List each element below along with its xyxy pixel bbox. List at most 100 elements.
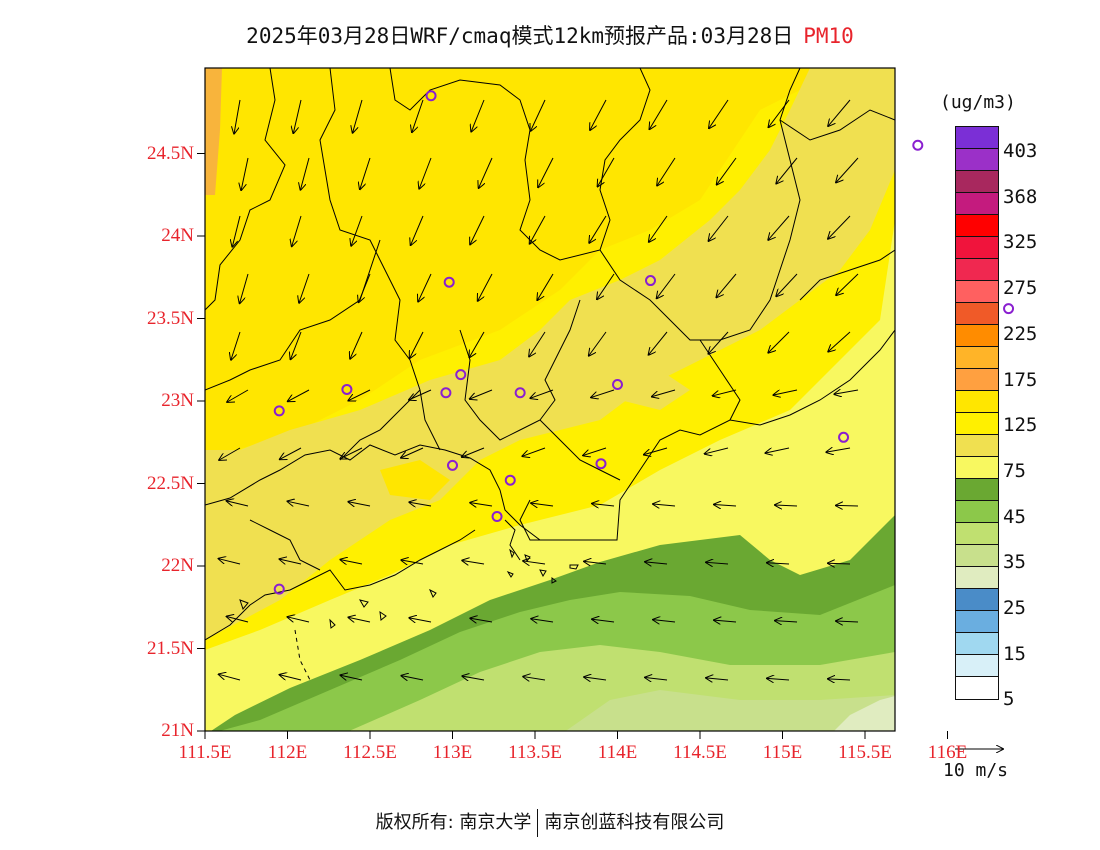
wind-arrow bbox=[531, 619, 554, 622]
legend-label: 125 bbox=[1003, 414, 1038, 437]
wind-arrow bbox=[649, 215, 668, 242]
wind-arrow bbox=[351, 215, 363, 246]
legend-swatch bbox=[956, 193, 998, 215]
wind-arrow bbox=[288, 501, 310, 506]
wind-arrow bbox=[353, 99, 363, 133]
wind-arrow bbox=[401, 447, 424, 458]
wind-arrow bbox=[410, 331, 424, 358]
wind-arrow bbox=[419, 157, 432, 189]
wind-arrow bbox=[836, 505, 859, 506]
legend-swatch bbox=[956, 545, 998, 567]
lon-label: 114.5E bbox=[673, 742, 727, 763]
wind-arrow bbox=[775, 505, 798, 506]
wind-arrow bbox=[584, 677, 607, 680]
wind-arrow bbox=[714, 505, 737, 506]
wind-arrow bbox=[592, 619, 615, 622]
station-marker bbox=[912, 139, 924, 151]
station-marker bbox=[447, 459, 458, 471]
legend-swatch bbox=[956, 391, 998, 413]
color-legend bbox=[955, 126, 999, 700]
wind-arrow bbox=[280, 447, 302, 459]
wind-arrow bbox=[714, 620, 737, 622]
legend-swatch bbox=[956, 655, 998, 677]
legend-label: 403 bbox=[1003, 140, 1038, 162]
wind-arrow bbox=[538, 157, 554, 187]
wind-arrow bbox=[412, 99, 424, 132]
station-marker bbox=[443, 276, 455, 288]
legend-label: 225 bbox=[1003, 322, 1038, 345]
wind-arrow bbox=[653, 620, 676, 622]
wind-arrow bbox=[301, 157, 310, 190]
station-marker bbox=[504, 474, 516, 486]
wind-arrow bbox=[234, 99, 241, 133]
station-marker bbox=[1003, 303, 1015, 315]
copyright-footer: 版权所有: 南京大学 南京创蓝科技有限公司 bbox=[0, 808, 1100, 837]
wind-arrow bbox=[768, 215, 790, 240]
wind-arrow bbox=[769, 99, 790, 127]
wind-arrow bbox=[360, 157, 371, 189]
legend-swatch bbox=[956, 435, 998, 457]
legend-swatch bbox=[956, 611, 998, 633]
station-marker bbox=[595, 458, 607, 470]
legend-label: 15 bbox=[1003, 642, 1026, 665]
wind-arrow bbox=[529, 331, 546, 356]
wind-arrow bbox=[471, 99, 485, 132]
wind-arrow bbox=[834, 390, 859, 394]
lon-label: 116E bbox=[927, 742, 968, 763]
wind-arrow bbox=[591, 389, 615, 397]
lat-label: 22N bbox=[161, 555, 194, 576]
footer-divider bbox=[537, 809, 539, 837]
wind-arrow bbox=[523, 677, 546, 680]
lon-label: 111.5E bbox=[178, 742, 232, 763]
wind-arrow bbox=[462, 447, 485, 457]
lon-label: 112.5E bbox=[343, 742, 397, 763]
wind-arrow bbox=[708, 331, 729, 354]
wind-arrow bbox=[583, 447, 607, 455]
wind-arrow bbox=[280, 559, 302, 564]
legend-swatch bbox=[956, 567, 998, 589]
legend-label: 175 bbox=[1003, 368, 1038, 391]
wind-arrow bbox=[768, 331, 790, 353]
lat-label: 23.5N bbox=[147, 307, 194, 329]
wind-arrow bbox=[597, 273, 615, 299]
legend-swatch bbox=[956, 589, 998, 611]
wind-arrow bbox=[828, 331, 851, 352]
station-marker bbox=[341, 383, 353, 395]
wind-arrow bbox=[537, 273, 554, 300]
legend-unit: (ug/m3) bbox=[940, 92, 1016, 113]
lon-label: 114E bbox=[597, 742, 638, 763]
lat-label: 24.5N bbox=[147, 142, 194, 164]
wind-arrow bbox=[531, 99, 546, 131]
wind-arrow bbox=[653, 504, 676, 506]
legend-swatch bbox=[956, 677, 998, 699]
station-marker bbox=[440, 387, 452, 399]
legend-swatch bbox=[956, 127, 998, 149]
wind-arrow bbox=[291, 331, 302, 359]
wind-arrow bbox=[219, 559, 241, 565]
wind-arrow bbox=[531, 503, 554, 506]
title-text: 2025年03月28日WRF/cmaq模式12km预报产品:03月28日 bbox=[246, 24, 794, 48]
legend-label: 325 bbox=[1003, 231, 1038, 254]
wind-arrow bbox=[590, 99, 607, 130]
wind-arrow bbox=[645, 677, 668, 680]
legend-label: 45 bbox=[1003, 505, 1026, 528]
wind-arrow bbox=[299, 273, 310, 303]
wind-arrow bbox=[828, 215, 851, 239]
boundaries bbox=[205, 68, 895, 681]
legend-swatch bbox=[956, 215, 998, 237]
islands bbox=[239, 548, 579, 629]
wind-arrow bbox=[836, 273, 859, 295]
map-title: 2025年03月28日WRF/cmaq模式12km预报产品:03月28日 PM10 bbox=[0, 20, 1100, 50]
station-marker bbox=[491, 511, 503, 522]
wind-arrow bbox=[341, 675, 363, 680]
station-marker bbox=[273, 405, 285, 417]
wind-arrow bbox=[409, 502, 432, 506]
variable-label: PM10 bbox=[803, 24, 854, 48]
wind-arrow bbox=[232, 215, 241, 247]
wind-arrow bbox=[717, 157, 737, 185]
wind-arrow bbox=[713, 389, 737, 396]
wind-arrow bbox=[348, 502, 371, 506]
wind-arrow bbox=[227, 389, 249, 402]
wind-arrow bbox=[589, 215, 607, 243]
